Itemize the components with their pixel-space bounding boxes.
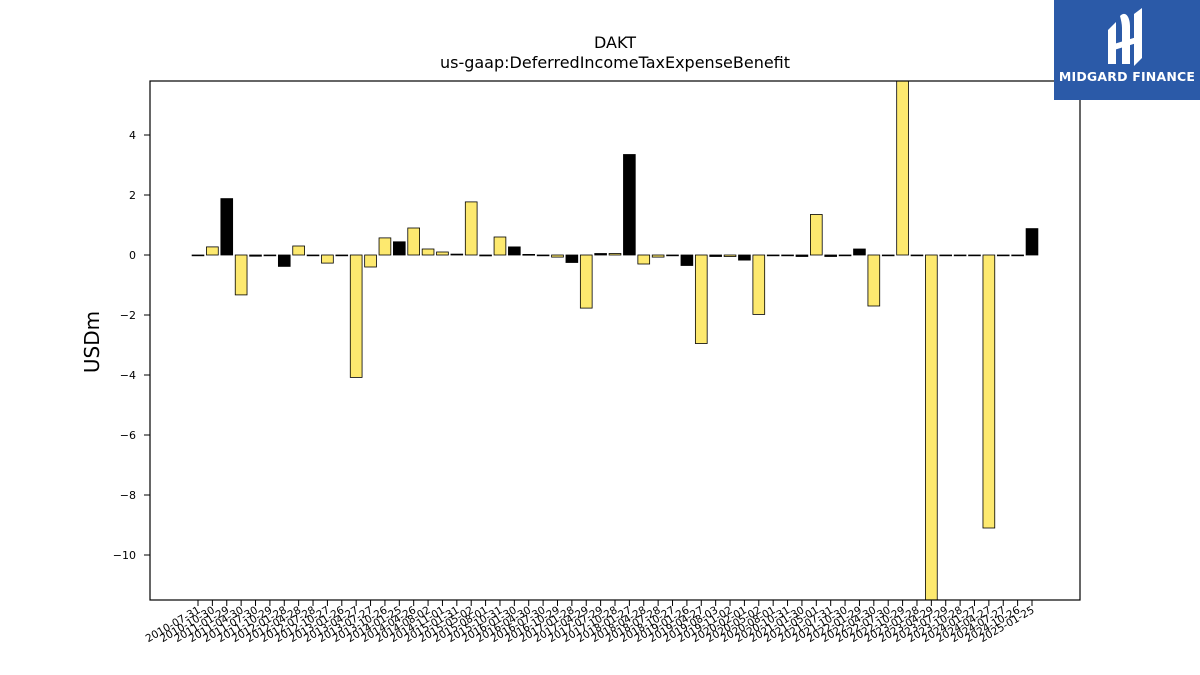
logo-text: MIDGARD FINANCE bbox=[1058, 69, 1196, 84]
bar-2022-10-29 bbox=[896, 80, 909, 256]
bar-2025-01-25 bbox=[1025, 228, 1039, 256]
y-tick-label: −2 bbox=[120, 309, 136, 322]
bar-2020-10-31 bbox=[781, 254, 794, 257]
bar-2010-07-31 bbox=[191, 254, 205, 257]
bars-layer bbox=[191, 80, 1039, 601]
plot-frame bbox=[149, 80, 1081, 601]
bar-2021-05-01 bbox=[810, 214, 823, 256]
y-tick-label: −4 bbox=[120, 369, 136, 382]
bar-2023-10-28 bbox=[953, 254, 967, 257]
bar-2019-08-03 bbox=[709, 254, 722, 257]
midgard-logo-icon bbox=[1108, 8, 1142, 66]
bar-2017-04-29 bbox=[579, 254, 593, 309]
bar-2018-01-27 bbox=[623, 154, 636, 256]
bar-2016-07-30 bbox=[536, 254, 550, 257]
bar-2018-07-28 bbox=[651, 254, 665, 258]
bar-2015-01-31 bbox=[450, 253, 464, 256]
bar-2017-10-28 bbox=[608, 253, 622, 256]
y-tick-label: 4 bbox=[129, 129, 136, 142]
bar-2022-07-30 bbox=[881, 254, 895, 257]
bar-2024-07-27 bbox=[996, 254, 1010, 257]
bar-2011-10-29 bbox=[263, 254, 277, 257]
bar-2010-10-30 bbox=[206, 246, 219, 256]
bar-2017-07-29 bbox=[594, 253, 607, 256]
bar-2017-01-28 bbox=[565, 254, 579, 263]
y-tick-label: −6 bbox=[120, 429, 136, 442]
x-axis: 2010-07-312010-10-302011-01-292011-04-30… bbox=[144, 600, 1037, 645]
bar-2023-01-28 bbox=[910, 254, 924, 257]
bar-2019-04-27 bbox=[694, 254, 708, 344]
bar-2020-02-01 bbox=[738, 254, 751, 261]
y-tick-label: 2 bbox=[129, 189, 136, 202]
bar-2011-04-30 bbox=[234, 254, 248, 296]
bar-2023-07-29 bbox=[939, 254, 953, 257]
bar-2015-08-01 bbox=[479, 254, 492, 257]
chart-title: DAKT bbox=[594, 33, 636, 52]
bar-2013-07-27 bbox=[364, 254, 377, 268]
bar-2013-01-26 bbox=[335, 254, 349, 257]
bar-2019-11-02 bbox=[723, 254, 737, 257]
bar-2021-07-31 bbox=[824, 254, 837, 257]
bar-2015-05-02 bbox=[464, 201, 478, 256]
bar-2024-04-27 bbox=[982, 254, 996, 529]
bar-2014-04-26 bbox=[407, 227, 420, 256]
bar-2013-04-27 bbox=[349, 254, 363, 378]
bar-2024-10-26 bbox=[1011, 254, 1024, 257]
bar-2012-04-28 bbox=[292, 245, 305, 256]
y-tick-label: 0 bbox=[129, 249, 136, 262]
bar-2013-10-26 bbox=[378, 237, 392, 256]
bar-2011-07-30 bbox=[249, 254, 262, 257]
bar-2012-10-27 bbox=[321, 254, 334, 264]
bar-2015-10-31 bbox=[493, 236, 507, 256]
bar-2021-01-30 bbox=[795, 254, 809, 257]
midgard-finance-logo: MIDGARD FINANCE bbox=[1054, 0, 1200, 100]
bar-2011-01-29 bbox=[220, 198, 234, 256]
bar-2020-05-02 bbox=[752, 254, 766, 315]
bar-2014-11-01 bbox=[436, 251, 449, 256]
bar-2016-01-30 bbox=[508, 246, 521, 256]
chart-subtitle: us-gaap:DeferredIncomeTaxExpenseBenefit bbox=[440, 53, 790, 72]
bar-2016-04-30 bbox=[522, 253, 536, 256]
bar-2024-01-27 bbox=[968, 254, 981, 257]
bar-2023-04-29 bbox=[925, 254, 938, 601]
y-tick-label: −8 bbox=[120, 489, 136, 502]
bar-2016-10-29 bbox=[551, 254, 564, 258]
bar-2020-08-01 bbox=[766, 254, 780, 257]
bar-2022-01-29 bbox=[853, 248, 866, 256]
bar-2012-01-28 bbox=[277, 254, 291, 267]
bar-2019-01-26 bbox=[680, 254, 694, 266]
bar-2014-01-25 bbox=[393, 241, 406, 256]
bar-2018-04-28 bbox=[637, 254, 651, 265]
bar-2021-10-30 bbox=[838, 254, 852, 257]
bar-2014-08-02 bbox=[421, 248, 435, 256]
bar-2022-04-30 bbox=[867, 254, 881, 307]
bar-2012-07-28 bbox=[306, 254, 320, 257]
y-axis: 4 2 0 −2 −4 −6 −8 −10 bbox=[113, 129, 150, 562]
bar-2018-10-27 bbox=[666, 254, 679, 257]
y-tick-label: −10 bbox=[113, 549, 136, 562]
y-axis-label: USDm bbox=[80, 311, 104, 373]
